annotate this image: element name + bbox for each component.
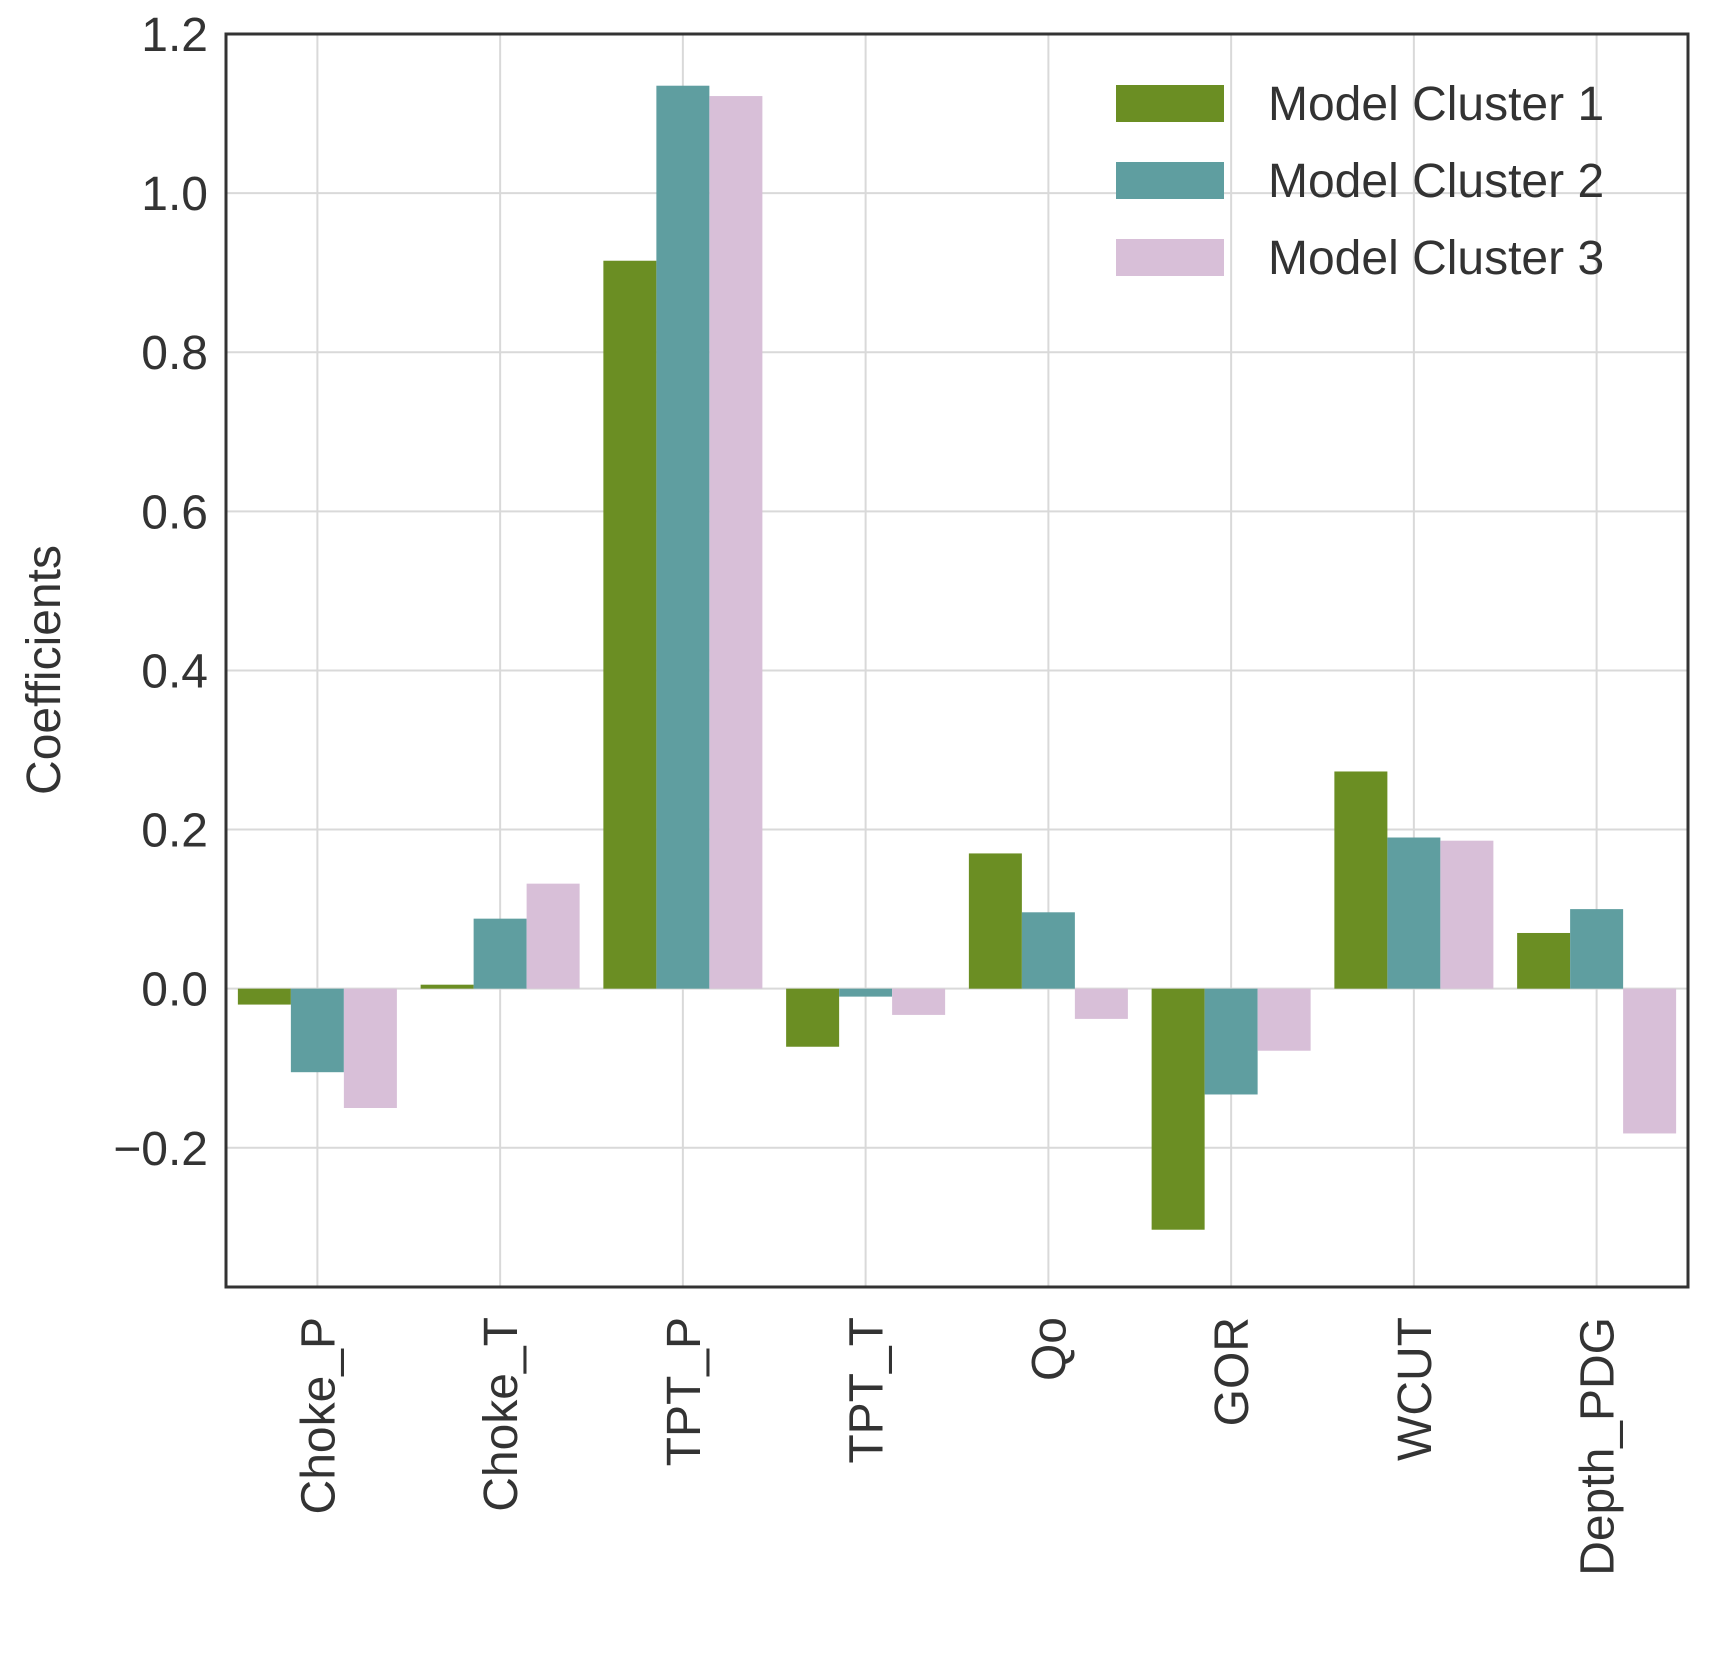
x-tick-label-Qo: Qo: [1023, 1317, 1076, 1381]
x-tick-label-TPT_P: TPT_P: [658, 1317, 711, 1466]
y-tick-label: −0.2: [113, 1123, 208, 1176]
bar-series3-TPT_T: [892, 988, 946, 1015]
plot-background: [226, 34, 1688, 1287]
bar-series1-Choke_T: [420, 984, 474, 989]
bar-series3-Choke_T: [526, 883, 580, 989]
y-tick-label: 0.2: [141, 805, 208, 858]
bar-series2-GOR: [1204, 988, 1258, 1095]
bar-series1-WCUT: [1334, 771, 1388, 989]
axes-layer: [224, 32, 1690, 1289]
bar-series2-TPT_T: [839, 988, 893, 997]
bar-series1-TPT_T: [786, 988, 840, 1047]
legend-label-2: Model Cluster 2: [1268, 155, 1604, 208]
bar-series3-TPT_P: [709, 96, 763, 989]
legend-swatch-3: [1116, 239, 1224, 276]
bar-series1-Choke_P: [237, 988, 291, 1005]
x-tick-label-Choke_P: Choke_P: [292, 1317, 345, 1514]
y-tick-label: 0.6: [141, 486, 208, 539]
plot-frame: [224, 32, 1690, 1289]
x-tick-label-GOR: GOR: [1206, 1317, 1259, 1426]
y-tick-label: 0.8: [141, 327, 208, 380]
y-tick-label: 1.2: [141, 9, 208, 62]
bar-series2-Depth_PDG: [1570, 909, 1624, 989]
y-tick-label: 1.0: [141, 168, 208, 221]
bar-series3-Qo: [1074, 988, 1128, 1019]
y-tick-label: 0.0: [141, 964, 208, 1017]
bar-series2-WCUT: [1387, 837, 1441, 989]
x-tick-label-WCUT: WCUT: [1389, 1317, 1442, 1461]
bar-series2-TPT_P: [656, 85, 710, 989]
bar-series3-Depth_PDG: [1623, 988, 1677, 1134]
bar-series3-Choke_P: [343, 988, 397, 1108]
bar-series2-Qo: [1021, 912, 1075, 989]
legend-swatch-1: [1116, 85, 1224, 122]
y-tick-label: 0.4: [141, 645, 208, 698]
bar-series1-TPT_P: [603, 260, 657, 989]
y-axis-label: Coefficients: [18, 545, 71, 795]
ticks-layer: −0.2 0.0 0.2 0.4 0.6 0.8 1.0 1.2 Choke_P Choke_T T…: [113, 9, 1624, 1576]
legend-swatch-2: [1116, 162, 1224, 199]
bar-series2-Choke_P: [290, 988, 344, 1073]
bar-series1-Depth_PDG: [1517, 932, 1571, 989]
bar-series3-WCUT: [1440, 840, 1494, 989]
bar-series1-Qo: [968, 853, 1022, 989]
bar-series3-GOR: [1257, 988, 1311, 1051]
x-tick-label-TPT_T: TPT_T: [841, 1317, 894, 1464]
grid-layer: [226, 33, 1688, 1287]
x-tick-label-Choke_T: Choke_T: [475, 1317, 528, 1512]
legend-label-1: Model Cluster 1: [1268, 78, 1604, 131]
x-tick-label-Depth_PDG: Depth_PDG: [1572, 1317, 1625, 1576]
bars-layer: [237, 85, 1677, 1230]
bar-series1-GOR: [1151, 988, 1205, 1230]
legend-label-3: Model Cluster 3: [1268, 232, 1604, 285]
legend: Model Cluster 1 Model Cluster 2 Model Clus…: [1116, 78, 1604, 285]
bar-series2-Choke_T: [473, 918, 527, 989]
